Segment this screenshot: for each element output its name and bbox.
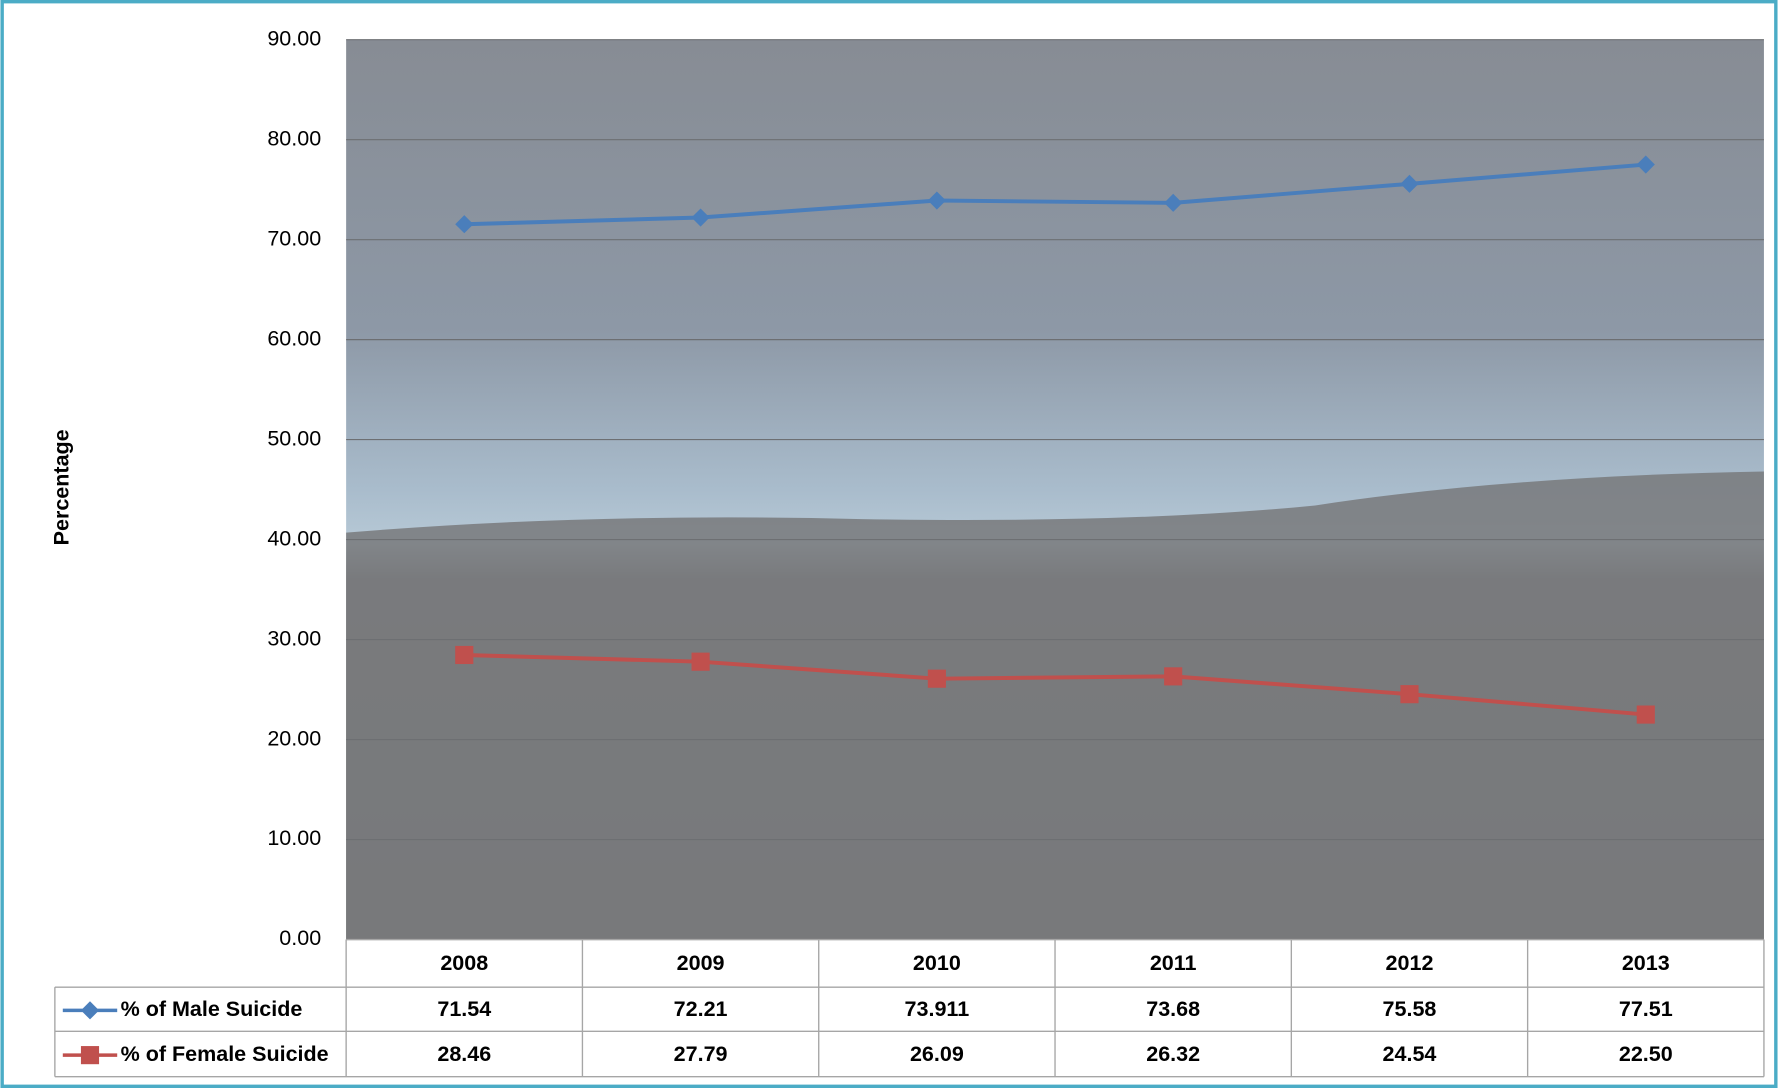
lines bbox=[455, 155, 1655, 724]
y-tick-label: 50.00 bbox=[267, 426, 321, 450]
table-value: 22.50 bbox=[1619, 1042, 1673, 1066]
y-tick-label: 80.00 bbox=[267, 126, 321, 150]
marker bbox=[1400, 174, 1419, 193]
table-value: 26.09 bbox=[910, 1042, 964, 1066]
table-value: 73.68 bbox=[1146, 997, 1200, 1021]
marker bbox=[1400, 685, 1419, 704]
data-table: 2008 2009 2010 2011 2012 2013 % of Male Suicid… bbox=[54, 938, 1765, 1078]
marker bbox=[691, 652, 710, 671]
legend-label: % of Male Suicide bbox=[121, 997, 303, 1021]
y-tick-label: 70.00 bbox=[267, 226, 321, 250]
table-value: 75.58 bbox=[1383, 997, 1437, 1021]
x-tick-label: 2008 bbox=[440, 951, 488, 975]
table-value: 72.21 bbox=[674, 997, 728, 1021]
marker bbox=[927, 191, 946, 210]
y-tick-label: 0.00 bbox=[279, 926, 321, 950]
marker bbox=[1164, 667, 1183, 686]
y-tick-label: 30.00 bbox=[267, 626, 321, 650]
table-value: 77.51 bbox=[1619, 997, 1673, 1021]
table-value: 73.911 bbox=[905, 997, 970, 1021]
x-tick-label: 2012 bbox=[1386, 951, 1434, 975]
table-value: 24.54 bbox=[1383, 1042, 1437, 1066]
marker bbox=[927, 669, 946, 688]
series-line bbox=[464, 652, 1646, 717]
x-tick-label: 2011 bbox=[1150, 951, 1197, 975]
y-tick-label: 10.00 bbox=[267, 826, 321, 850]
legend-label: % of Female Suicide bbox=[121, 1042, 329, 1066]
table-value: 27.79 bbox=[674, 1042, 728, 1066]
y-tick-label: 60.00 bbox=[267, 326, 321, 350]
table-value: 26.32 bbox=[1146, 1042, 1200, 1066]
y-axis-title: Percentage bbox=[49, 429, 73, 545]
x-tick-label: 2013 bbox=[1622, 951, 1670, 975]
table-value: 71.54 bbox=[437, 997, 491, 1021]
x-tick-label: 2010 bbox=[913, 951, 961, 975]
marker bbox=[455, 215, 474, 234]
marker bbox=[455, 645, 474, 665]
y-tick-label: 20.00 bbox=[267, 726, 321, 750]
legend-marker bbox=[80, 1046, 100, 1065]
x-tick-label: 2009 bbox=[677, 951, 725, 975]
marker bbox=[1164, 193, 1183, 212]
series-line bbox=[464, 162, 1646, 227]
table-value: 28.46 bbox=[437, 1042, 491, 1066]
legend-marker bbox=[80, 1001, 100, 1020]
marker bbox=[1636, 705, 1655, 724]
y-tick-label: 40.00 bbox=[267, 526, 321, 550]
y-tick-label: 90.00 bbox=[267, 26, 321, 50]
ground bbox=[346, 471, 1764, 940]
